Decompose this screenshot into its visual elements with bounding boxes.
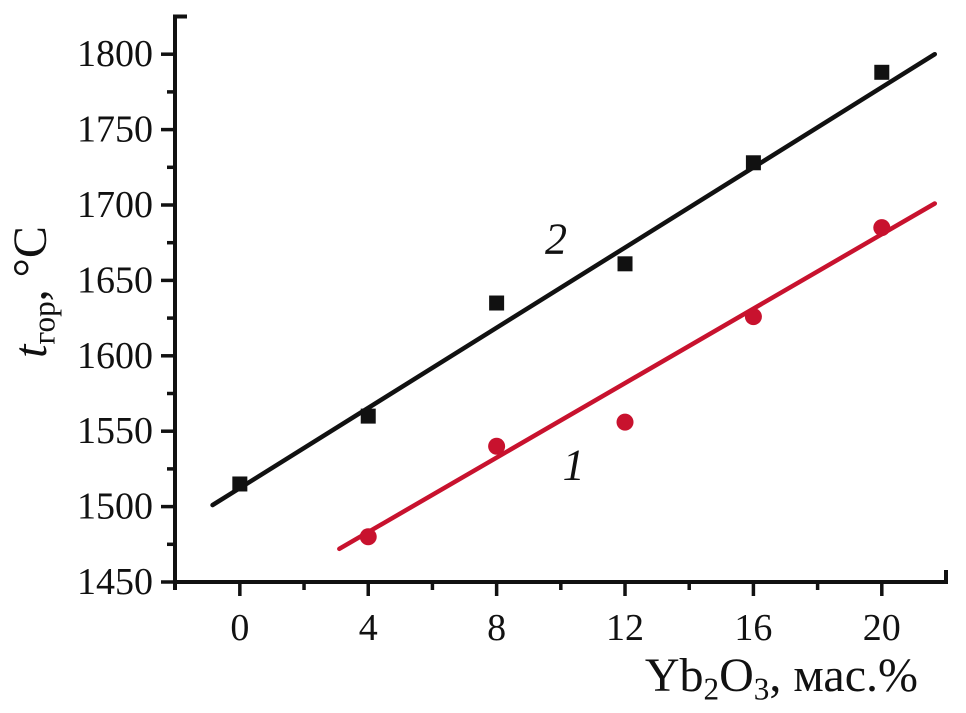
y-axis-label: tгор, °C: [4, 226, 62, 358]
series-1-point: [873, 219, 891, 237]
x-tick-label: 0: [230, 607, 249, 649]
series-group: 21: [210, 51, 938, 552]
series-2-point: [360, 408, 376, 424]
y-axis-line: [173, 14, 187, 582]
y-tick-label: 1550: [77, 410, 153, 452]
y-tick-label: 1700: [77, 184, 153, 226]
series-1-label: 1: [563, 440, 585, 489]
axis-labels-group: Yb2O3, мас.% tгор, °C: [4, 226, 918, 707]
x-tick-label: 16: [734, 607, 772, 649]
y-tick-label: 1600: [77, 335, 153, 377]
series-1-point: [616, 413, 634, 431]
y-tick-label: 1750: [77, 109, 153, 151]
x-tick-label: 20: [863, 607, 901, 649]
y-tick-label: 1800: [77, 33, 153, 75]
series-2-point: [745, 155, 761, 171]
series-2-point: [489, 295, 505, 311]
series-2-label: 2: [545, 214, 567, 263]
y-tick-label: 1500: [77, 486, 153, 528]
series-1-fit-line: [337, 201, 938, 552]
series-1-point: [488, 437, 506, 455]
x-tick-label: 12: [606, 607, 644, 649]
series-2-fit-line: [210, 51, 938, 508]
y-tick-label: 1450: [77, 561, 153, 603]
x-tick-label: 8: [487, 607, 506, 649]
axes-group: [173, 14, 948, 590]
series-1-point: [744, 308, 762, 326]
y-tick-label: 1650: [77, 259, 153, 301]
series-2-point: [874, 64, 890, 80]
series-2-point: [617, 256, 633, 272]
ticks-group: [161, 52, 884, 596]
series-1-point: [359, 528, 377, 546]
series-2-point: [232, 476, 248, 492]
x-tick-label: 4: [359, 607, 378, 649]
x-axis-label: Yb2O3, мас.%: [645, 649, 918, 707]
